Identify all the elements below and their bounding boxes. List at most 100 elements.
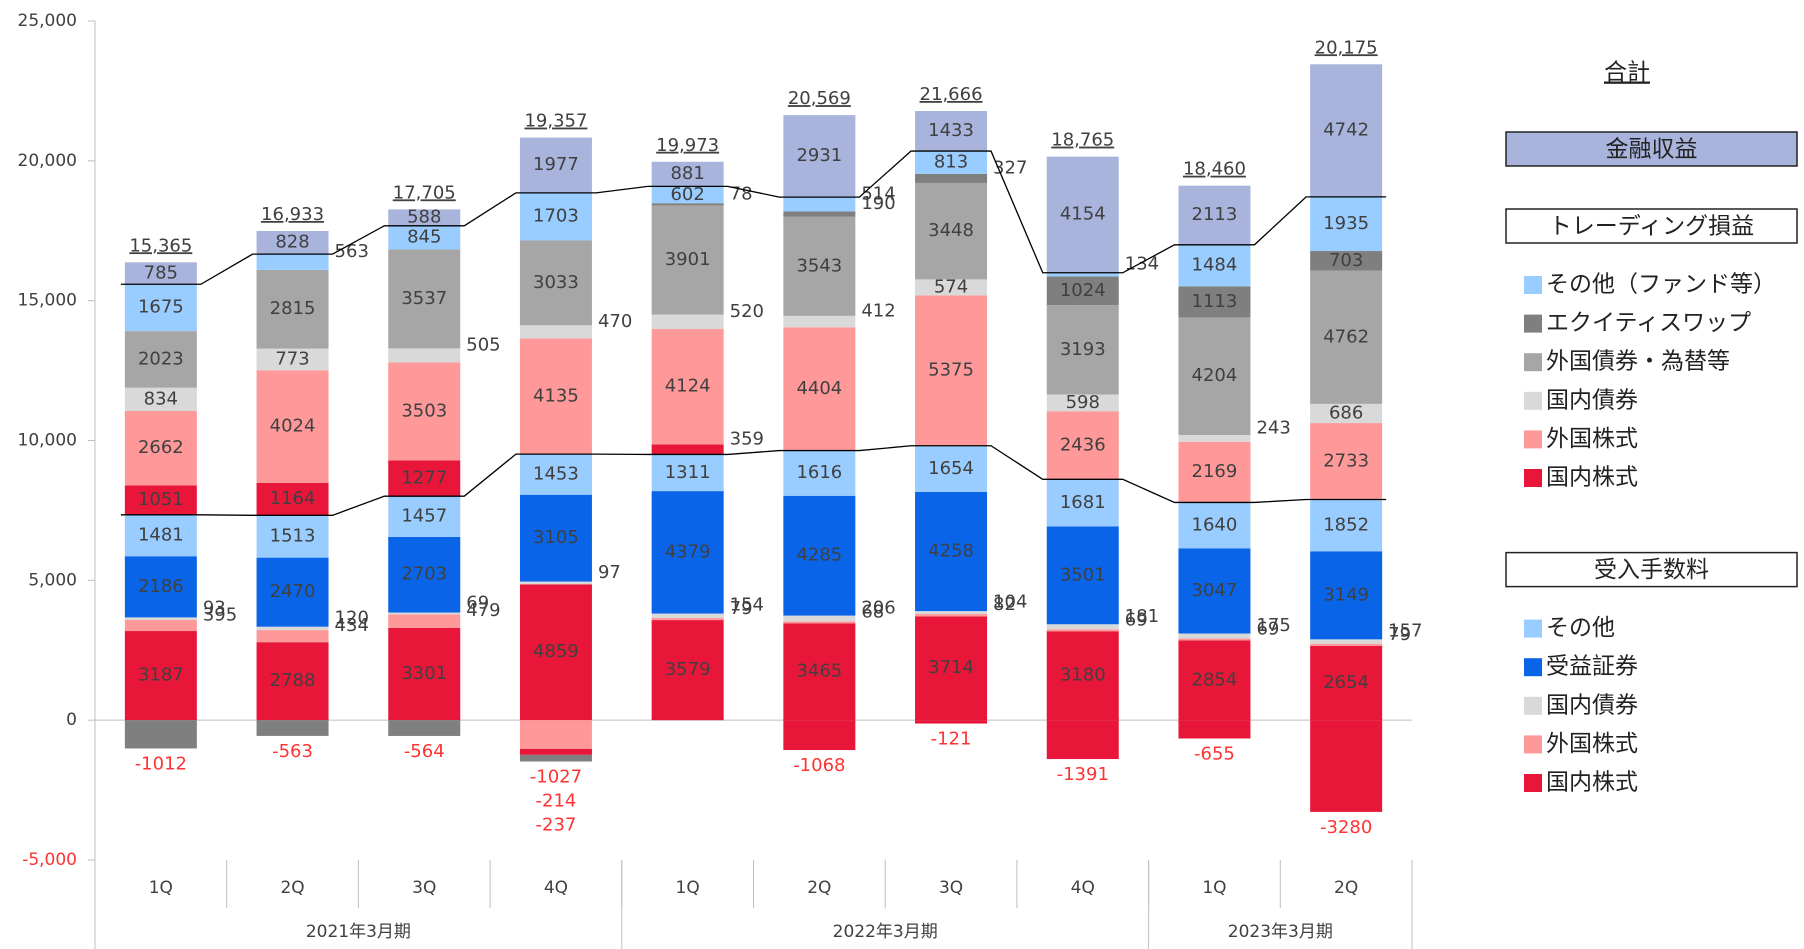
legend-label: その他（ファンド等） [1546, 272, 1776, 298]
value-label: 3465 [796, 661, 842, 682]
value-label: 563 [335, 241, 369, 262]
bar-segment [651, 203, 724, 206]
x-tick-label: 3Q [939, 878, 963, 898]
legend-swatch [1524, 658, 1542, 677]
value-label: 4859 [533, 641, 579, 662]
value-label: -3280 [1320, 817, 1372, 838]
bar-segment [783, 216, 856, 316]
legend-swatch [1524, 314, 1542, 333]
bar-segment [519, 720, 592, 749]
bar-segment [256, 720, 329, 736]
value-label: 703 [1329, 250, 1363, 271]
bar-segment [1310, 720, 1383, 812]
value-label: 327 [993, 157, 1027, 178]
value-label: 3047 [1192, 580, 1238, 601]
bar-segment [915, 445, 988, 493]
value-label: 175 [1256, 615, 1290, 636]
value-label: 2169 [1192, 461, 1238, 482]
x-tick-label: 1Q [676, 878, 700, 898]
bar-segment [915, 492, 988, 612]
bar-segment [1178, 720, 1251, 739]
value-label: 97 [598, 562, 621, 583]
value-label: 3301 [401, 663, 447, 684]
value-label: 2931 [796, 145, 842, 166]
bar-segment [651, 454, 724, 492]
bar-segment [1310, 270, 1383, 404]
bar-segment [1046, 720, 1119, 760]
value-label: 574 [934, 276, 968, 297]
legend-label: 外国株式 [1546, 731, 1638, 757]
legend-label: 国内債券 [1546, 692, 1638, 718]
bar-segment [124, 387, 197, 411]
value-label: 69 [1256, 618, 1279, 639]
total-label: 17,705 [393, 182, 456, 203]
value-label: 243 [1256, 417, 1290, 438]
value-label: -1012 [135, 753, 187, 774]
value-label: 1113 [1192, 291, 1238, 312]
value-label: -121 [931, 729, 972, 750]
value-label: 773 [275, 348, 309, 369]
bar-segment [124, 619, 197, 632]
value-label: 395 [203, 605, 237, 626]
y-tick-label: 10,000 [18, 431, 77, 451]
legend-label: エクイティスワップ [1546, 310, 1751, 336]
bar-segment [1310, 403, 1383, 424]
bar-segment [1310, 645, 1383, 721]
legend-group-box [1505, 208, 1798, 244]
bar-segment [651, 491, 724, 614]
bar-segment [783, 197, 856, 212]
bar-segment [915, 614, 988, 617]
value-label: 120 [335, 607, 369, 628]
legend-swatch [1524, 391, 1542, 410]
value-label: 1311 [665, 462, 711, 483]
value-label: -237 [536, 815, 577, 836]
y-tick-label: 20,000 [18, 151, 77, 171]
bar-segment [388, 614, 461, 628]
bar-segment [651, 617, 724, 621]
bar-segment [783, 720, 856, 751]
bar-segment [388, 536, 461, 613]
value-label: 3033 [533, 272, 579, 293]
value-label: 4258 [928, 541, 974, 562]
legend-group-title: 受入手数料 [1594, 557, 1709, 583]
legend-label: その他 [1546, 615, 1615, 641]
value-label: 206 [861, 597, 895, 618]
bar-segment [651, 613, 724, 618]
bar-segment [1178, 434, 1251, 442]
bar-segment [256, 626, 329, 631]
value-label: 1513 [270, 525, 316, 546]
value-label: -214 [536, 791, 577, 812]
legend-swatch [1524, 696, 1542, 715]
bar-segment [124, 617, 197, 620]
value-label: -655 [1194, 743, 1235, 764]
value-label: 4742 [1323, 120, 1369, 141]
legend-title: 合計 [1604, 60, 1650, 86]
x-tick-label: 4Q [544, 878, 568, 898]
bar-segment [519, 748, 592, 755]
bar-segment [256, 482, 329, 516]
value-label: 412 [861, 301, 895, 322]
bar-segment [1178, 317, 1251, 435]
x-tick-label: 2Q [1334, 878, 1358, 898]
y-tick-label: 0 [66, 710, 77, 730]
bar-segment [519, 584, 592, 721]
value-label: 68 [861, 601, 884, 622]
value-label: 104 [993, 592, 1027, 613]
bar-segment [1178, 640, 1251, 721]
bar-segment [1046, 624, 1119, 630]
x-tick-label: 2Q [280, 878, 304, 898]
value-label: 1703 [533, 206, 579, 227]
value-label: -1027 [530, 767, 582, 788]
value-label: 3187 [138, 665, 184, 686]
bar-segment [915, 182, 988, 280]
value-label: 69 [466, 592, 489, 613]
bar-segment [256, 557, 329, 627]
bar-segment [1046, 394, 1119, 412]
bar-segment [1046, 272, 1119, 277]
bar-segment [1046, 305, 1119, 395]
legend-swatch [1524, 430, 1542, 449]
value-label: 4135 [533, 385, 579, 406]
value-label: 2815 [270, 298, 316, 319]
value-label: 828 [275, 232, 309, 253]
